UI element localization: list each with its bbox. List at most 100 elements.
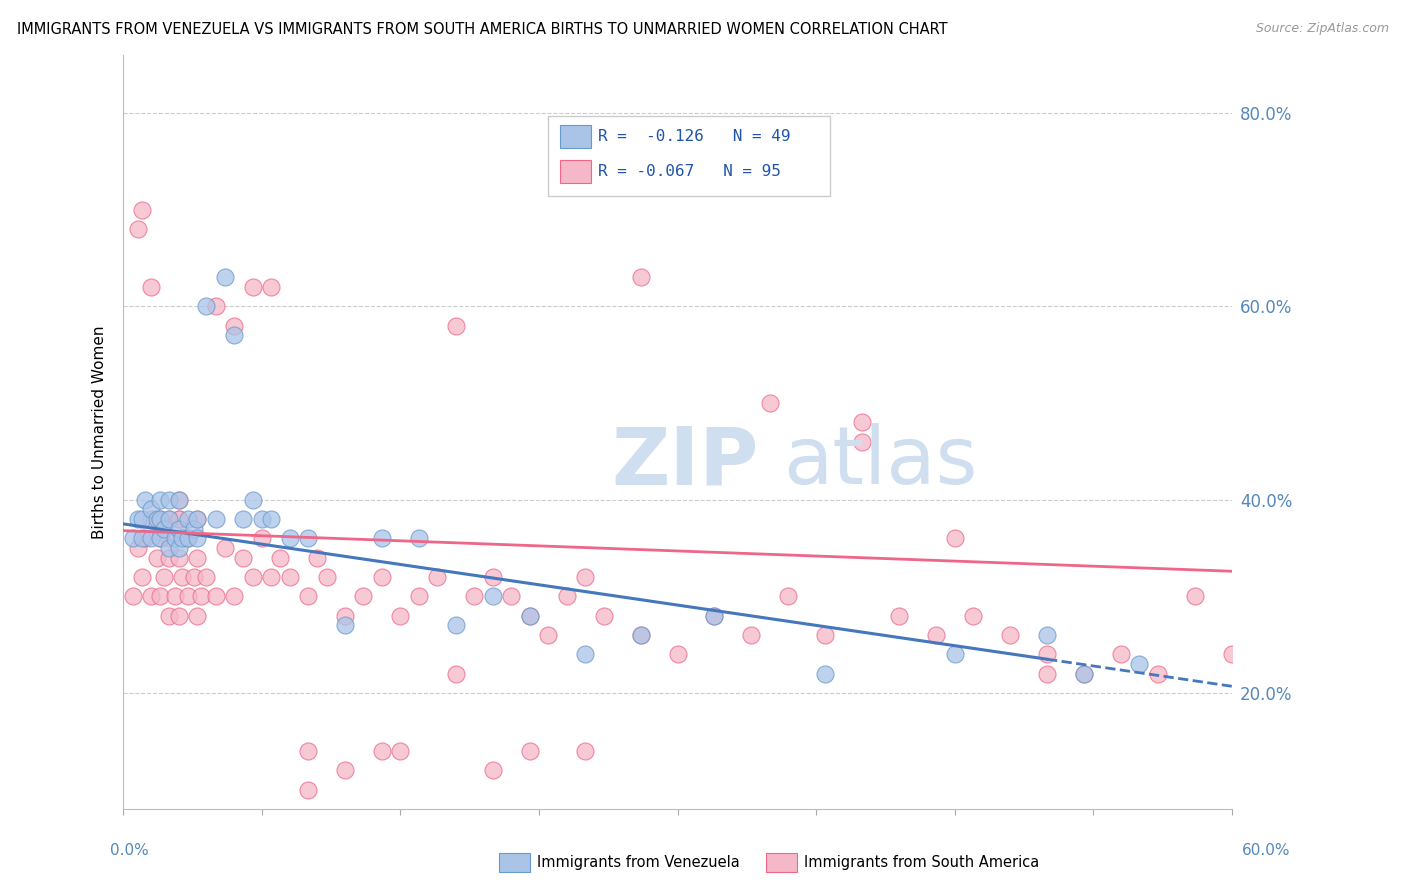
Point (186, 608, 208, 623)
Point (759, 396, 782, 410)
Point (389, 608, 412, 623)
Point (186, 512, 208, 526)
Point (519, 608, 541, 623)
Point (444, 618, 467, 632)
Point (131, 512, 153, 526)
Point (195, 300, 218, 314)
Point (555, 590, 578, 604)
Point (167, 492, 190, 507)
Point (592, 608, 614, 623)
Point (851, 434, 873, 449)
Point (139, 590, 162, 604)
Point (177, 532, 200, 546)
Point (167, 541, 190, 555)
Point (574, 570, 596, 584)
Point (214, 270, 236, 285)
Point (814, 628, 837, 642)
Point (703, 608, 725, 623)
Point (260, 570, 283, 584)
Point (139, 532, 162, 546)
Point (426, 570, 449, 584)
Point (333, 618, 356, 632)
Point (260, 280, 283, 294)
Point (224, 590, 246, 604)
Point (149, 512, 172, 526)
Point (163, 532, 186, 546)
Point (297, 782, 319, 797)
Text: R =  -0.126   N = 49: R = -0.126 N = 49 (598, 129, 790, 144)
Point (371, 532, 394, 546)
Point (666, 648, 689, 662)
Point (224, 318, 246, 333)
Point (167, 522, 190, 536)
Point (297, 590, 319, 604)
Point (463, 590, 485, 604)
Point (145, 550, 167, 565)
Point (250, 512, 273, 526)
Point (145, 512, 167, 526)
Point (1184, 590, 1206, 604)
Point (172, 570, 194, 584)
Point (851, 416, 873, 430)
Point (371, 570, 394, 584)
Point (408, 532, 430, 546)
Point (159, 512, 181, 526)
Point (353, 590, 375, 604)
Point (962, 608, 984, 623)
Point (1128, 657, 1150, 671)
Point (149, 512, 172, 526)
Point (204, 512, 226, 526)
Point (224, 328, 246, 343)
Point (740, 628, 762, 642)
Text: 60.0%: 60.0% (1243, 843, 1291, 858)
Point (1109, 648, 1132, 662)
Point (131, 202, 153, 217)
Point (139, 280, 162, 294)
Point (778, 590, 800, 604)
Point (630, 628, 652, 642)
Point (444, 318, 467, 333)
Point (159, 532, 181, 546)
Point (998, 628, 1021, 642)
Point (371, 744, 394, 758)
Point (195, 570, 218, 584)
Point (121, 590, 143, 604)
Point (167, 608, 190, 623)
Point (149, 532, 172, 546)
Point (1147, 666, 1170, 681)
Point (703, 608, 725, 623)
Text: Immigrants from Venezuela: Immigrants from Venezuela (537, 855, 740, 870)
Point (172, 532, 194, 546)
Point (537, 628, 560, 642)
Point (242, 570, 264, 584)
Point (183, 570, 205, 584)
Point (204, 590, 226, 604)
Point (127, 541, 149, 555)
Point (444, 666, 467, 681)
Point (190, 590, 212, 604)
Point (943, 648, 966, 662)
Point (333, 608, 356, 623)
Point (250, 532, 273, 546)
Point (167, 550, 190, 565)
Point (167, 512, 190, 526)
Point (925, 628, 948, 642)
Point (127, 222, 149, 236)
Point (297, 532, 319, 546)
Point (159, 608, 181, 623)
Point (186, 532, 208, 546)
Point (574, 744, 596, 758)
Point (159, 492, 181, 507)
Text: R = -0.067   N = 95: R = -0.067 N = 95 (598, 164, 780, 178)
Point (177, 512, 200, 526)
Point (232, 550, 254, 565)
Point (167, 492, 190, 507)
Text: IMMIGRANTS FROM VENEZUELA VS IMMIGRANTS FROM SOUTH AMERICA BIRTHS TO UNMARRIED W: IMMIGRANTS FROM VENEZUELA VS IMMIGRANTS … (17, 22, 948, 37)
Text: atlas: atlas (783, 423, 977, 501)
Point (232, 512, 254, 526)
Point (149, 590, 172, 604)
Text: Immigrants from South America: Immigrants from South America (804, 855, 1039, 870)
Point (1036, 628, 1059, 642)
Point (149, 532, 172, 546)
Point (183, 522, 205, 536)
